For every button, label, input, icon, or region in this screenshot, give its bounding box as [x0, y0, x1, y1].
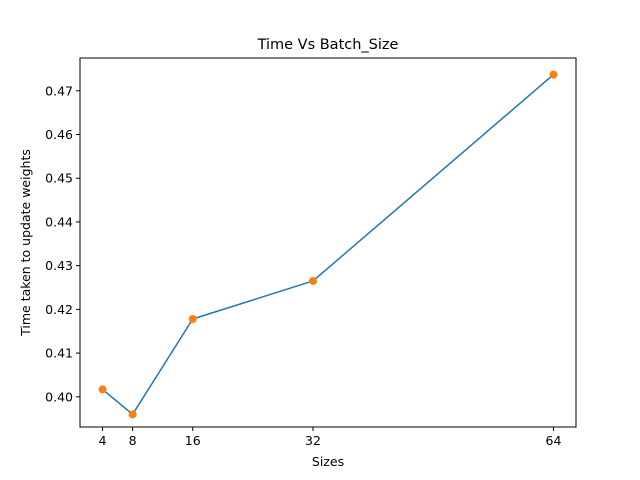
axes-layer: 4 8 16 32 64 0.40 0.41 0.42 0.43 0.44 0.45 0.46 0.47	[45, 57, 577, 448]
y-tick-label: 0.42	[45, 302, 73, 317]
series-layer	[98, 70, 558, 419]
y-tick-label: 0.41	[45, 346, 73, 361]
data-point	[308, 276, 317, 285]
x-tick-label: 4	[99, 433, 107, 448]
x-tick-label: 32	[305, 433, 321, 448]
chart-title: Time Vs Batch_Size	[257, 37, 399, 53]
y-tick-label: 0.46	[45, 127, 73, 142]
x-tick-label: 16	[185, 433, 201, 448]
y-axis-label: Time taken to update weights	[18, 149, 33, 337]
y-tick-label: 0.47	[45, 83, 73, 98]
y-tick-label: 0.45	[45, 171, 73, 186]
data-point	[98, 385, 107, 394]
y-tick-label: 0.44	[45, 214, 73, 229]
plot-area	[80, 58, 576, 427]
y-tick-label: 0.43	[45, 258, 73, 273]
x-tick-label: 8	[129, 433, 137, 448]
data-point	[128, 410, 137, 419]
axes-frame	[79, 57, 577, 428]
data-point	[188, 315, 197, 324]
x-axis-label: Sizes	[312, 454, 344, 469]
x-tick-label: 64	[546, 433, 562, 448]
y-tick-label: 0.40	[45, 389, 73, 404]
data-point	[549, 70, 558, 79]
